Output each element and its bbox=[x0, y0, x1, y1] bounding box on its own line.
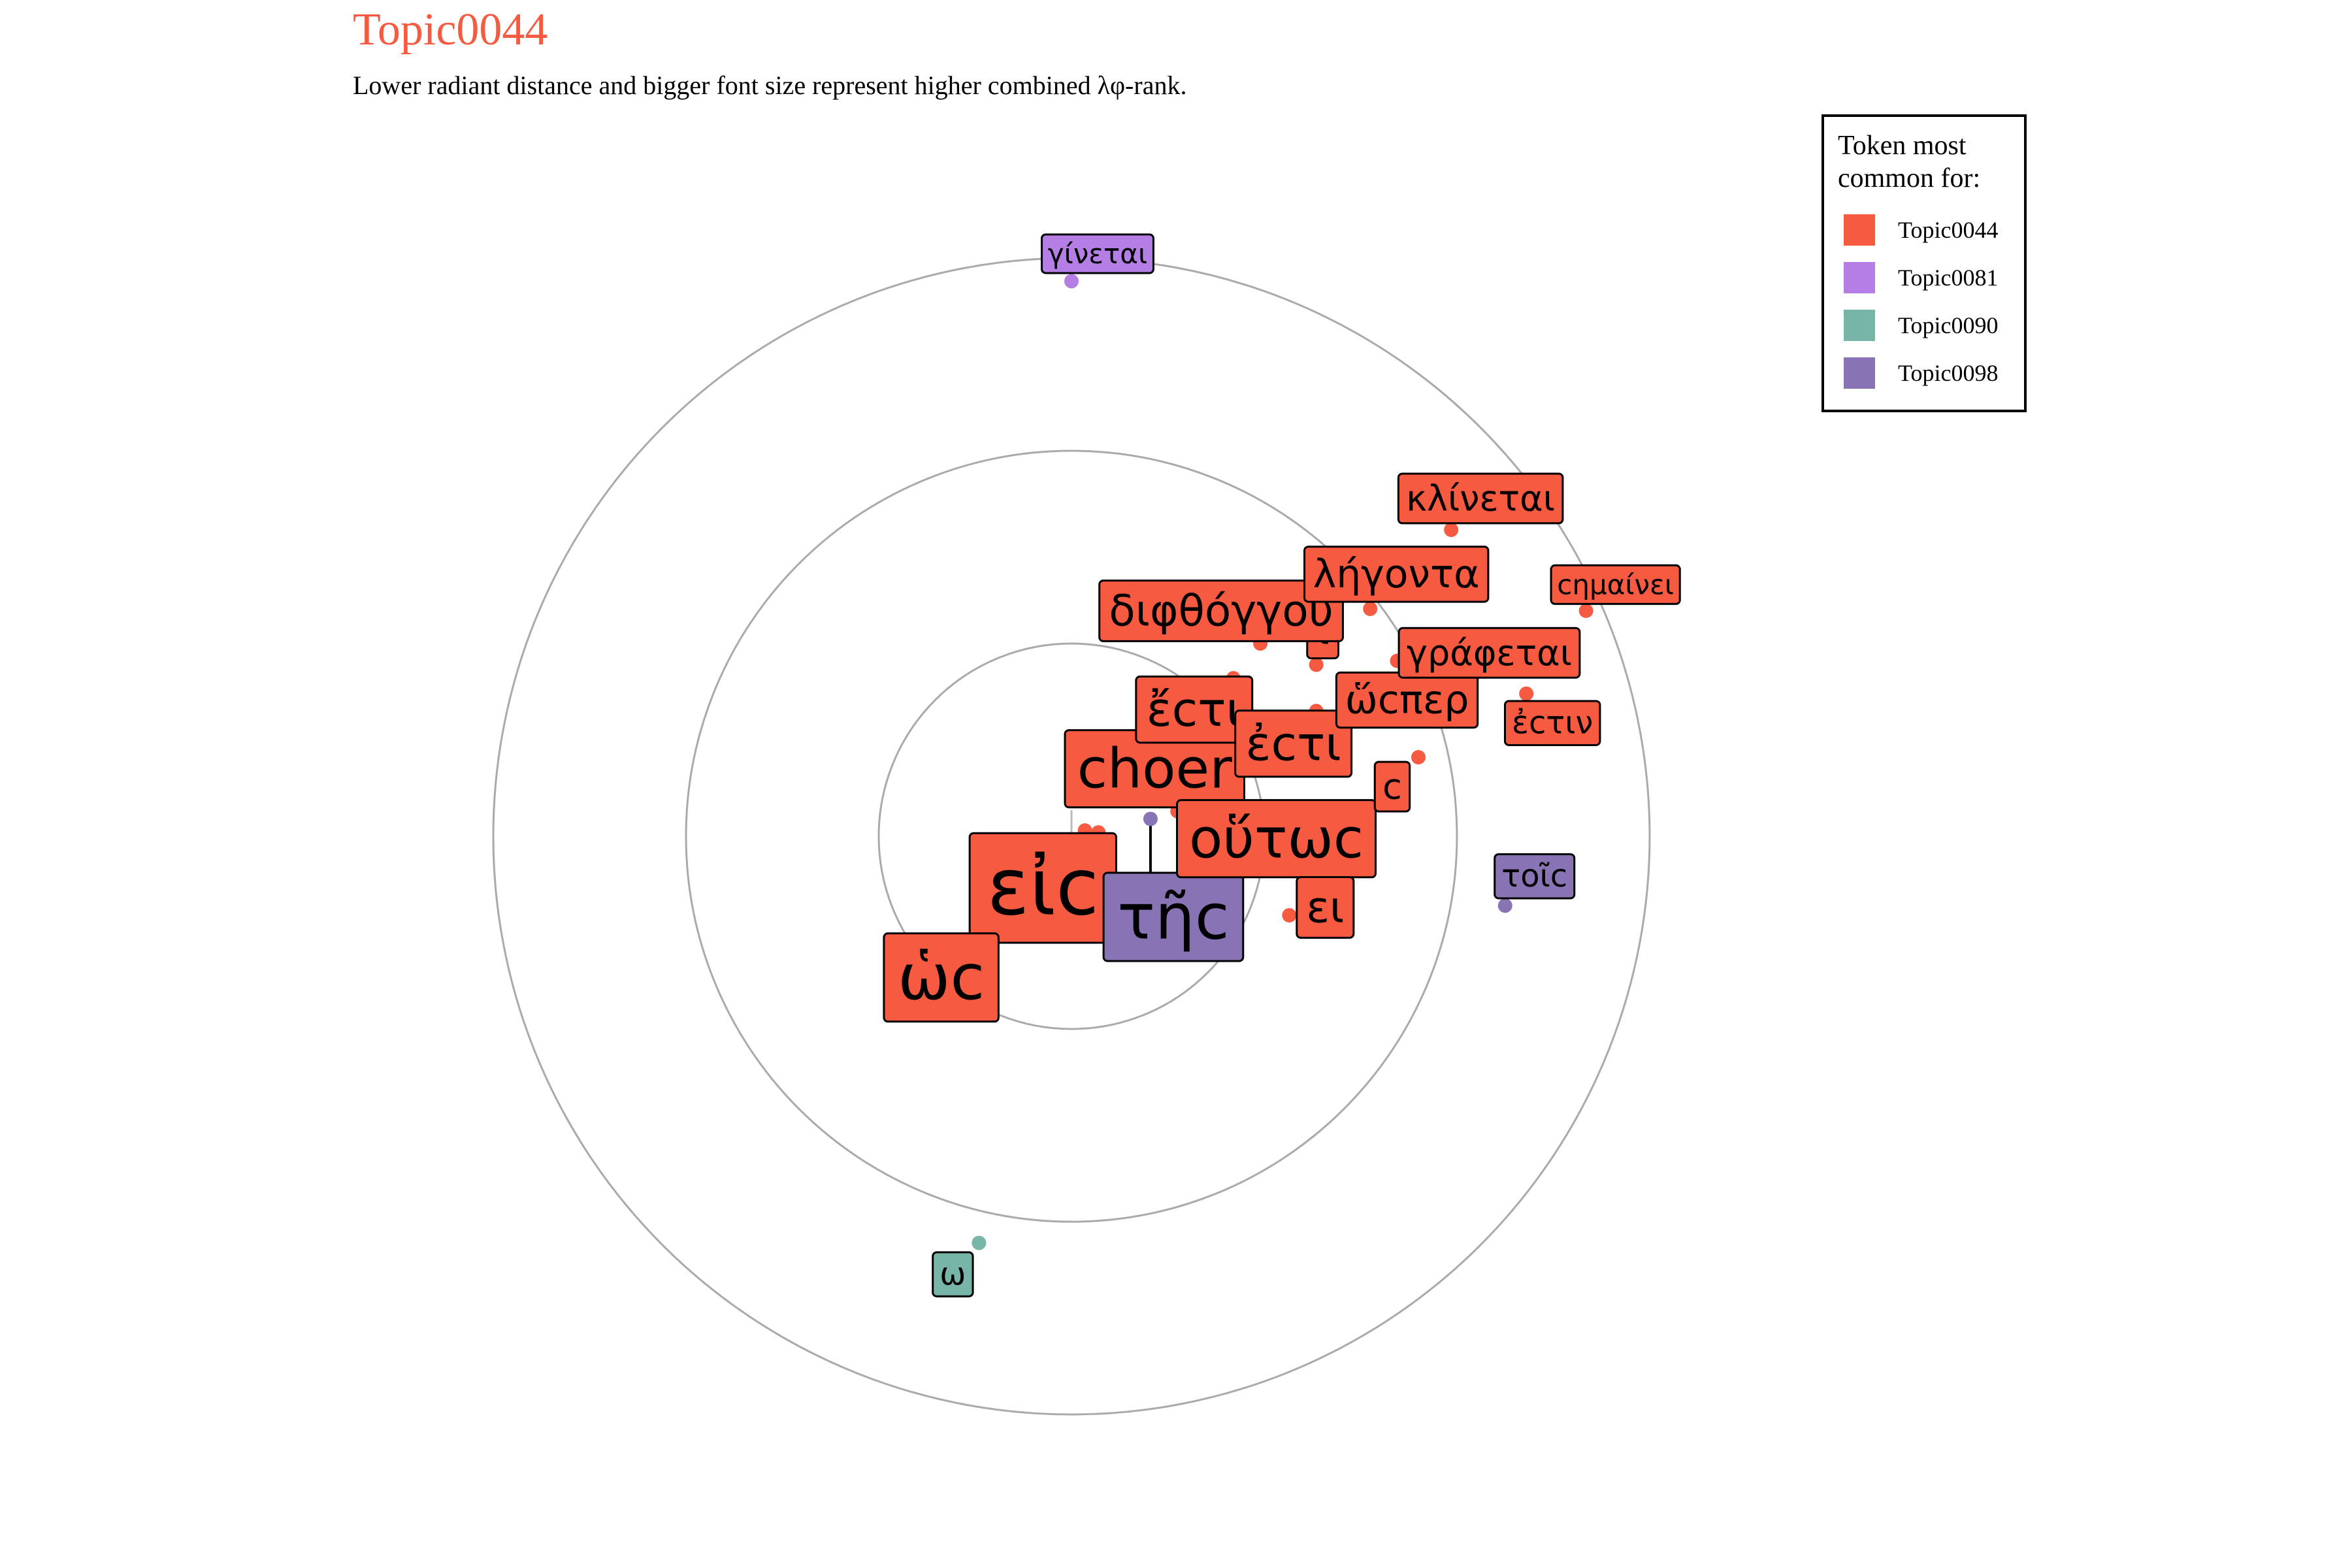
point-20 bbox=[1064, 274, 1079, 289]
token-label-box bbox=[883, 932, 1000, 1023]
token-label-box bbox=[932, 1251, 974, 1298]
legend-label-topic0098: Topic0098 bbox=[1898, 360, 1998, 386]
token-label-18: τοῖc bbox=[1494, 853, 1576, 900]
legend-label-topic0081: Topic0081 bbox=[1898, 265, 1998, 291]
token-label-14: γράφεται bbox=[1397, 627, 1581, 679]
token-label-box bbox=[1176, 799, 1377, 879]
token-label-2: ὡc bbox=[883, 932, 1000, 1023]
token-label-box bbox=[1397, 472, 1564, 525]
token-label-13: λήγοντα bbox=[1303, 546, 1490, 603]
token-label-17: cημαίνει bbox=[1550, 564, 1681, 605]
point-17 bbox=[1578, 603, 1593, 618]
token-label-text: ὥcπερ bbox=[1345, 678, 1469, 723]
token-label-text: διφθόγγου bbox=[1109, 586, 1333, 636]
token-label-19: ω bbox=[932, 1251, 974, 1298]
token-label-text: οὕτωc bbox=[1189, 807, 1364, 871]
token-label-box bbox=[1102, 872, 1245, 962]
token-label-box bbox=[1234, 710, 1353, 778]
token-label-text: κλίνεται bbox=[1406, 478, 1555, 519]
legend-swatch-topic0098 bbox=[1844, 357, 1875, 389]
chart-title: Topic0044 bbox=[353, 5, 547, 55]
legend-label-topic0044: Topic0044 bbox=[1898, 217, 1998, 243]
token-label-6: ἔcτι bbox=[1135, 675, 1254, 744]
token-label-box bbox=[1494, 853, 1576, 900]
legend-title-line1: Token most bbox=[1838, 131, 1967, 161]
token-label-text: τῆc bbox=[1117, 880, 1229, 953]
token-label-box bbox=[1135, 675, 1254, 744]
point-9 bbox=[1282, 907, 1297, 923]
token-label-text: τοῖc bbox=[1501, 858, 1567, 894]
token-label-text: εἰc bbox=[987, 843, 1099, 934]
token-label-box bbox=[1303, 546, 1490, 603]
point-11 bbox=[1411, 750, 1426, 765]
point-4 bbox=[1143, 811, 1158, 826]
token-label-20: γίνεται bbox=[1041, 233, 1154, 274]
token-label-text: ἔcτι bbox=[1147, 682, 1242, 737]
token-label-text: ω bbox=[939, 1256, 966, 1292]
token-label-box bbox=[1296, 876, 1355, 939]
legend-title-line2: common for: bbox=[1838, 163, 1980, 193]
token-label-1: εἰc bbox=[968, 832, 1117, 944]
legend-swatch-topic0081 bbox=[1844, 262, 1875, 293]
point-15 bbox=[1444, 522, 1459, 537]
token-label-text: λήγοντα bbox=[1313, 551, 1480, 597]
point-18 bbox=[1497, 898, 1512, 913]
point-19 bbox=[972, 1235, 987, 1250]
token-label-4: τῆc bbox=[1102, 872, 1245, 962]
token-label-text: cημαίνει bbox=[1557, 568, 1674, 600]
chart-subtitle: Lower radiant distance and bigger font s… bbox=[353, 71, 1186, 100]
legend-label-topic0090: Topic0090 bbox=[1898, 312, 1998, 338]
token-label-text: γράφεται bbox=[1407, 632, 1572, 674]
token-label-9: ει bbox=[1296, 876, 1355, 939]
token-label-text: γίνεται bbox=[1048, 238, 1147, 270]
token-label-text: c bbox=[1382, 766, 1402, 808]
token-label-15: κλίνεται bbox=[1397, 472, 1564, 525]
legend-swatch-topic0090 bbox=[1844, 310, 1875, 341]
token-label-text: choer bbox=[1077, 737, 1232, 801]
token-label-7: ἐcτι bbox=[1234, 710, 1353, 778]
token-label-12: ὥcπερ bbox=[1335, 671, 1479, 729]
token-label-text: ἐcτι bbox=[1246, 716, 1341, 771]
point-13 bbox=[1363, 601, 1378, 616]
token-label-text: ὡc bbox=[898, 941, 985, 1014]
token-label-box bbox=[1373, 760, 1411, 813]
token-label-text: ει bbox=[1306, 882, 1344, 932]
legend: Token most common for: Topic0044 Topic008… bbox=[1821, 114, 2027, 412]
token-label-box bbox=[1098, 580, 1344, 642]
point-16 bbox=[1519, 686, 1534, 701]
token-label-box bbox=[1041, 233, 1154, 274]
token-label-11: c bbox=[1373, 760, 1411, 813]
token-labels: εἰcὡcchoerτῆcοὕτωcἔcτιἐcτιῑειδιφθόγγουcὥ… bbox=[883, 233, 1681, 1298]
polar-ring bbox=[685, 449, 1458, 1223]
token-label-box bbox=[1550, 564, 1681, 605]
token-label-10: διφθόγγου bbox=[1098, 580, 1344, 642]
token-label-box bbox=[1503, 700, 1601, 746]
token-label-text: ἐcτιν bbox=[1512, 705, 1593, 742]
token-label-3: choer bbox=[1064, 729, 1245, 809]
point-8 bbox=[1309, 657, 1324, 672]
token-label-16: ἐcτιν bbox=[1503, 700, 1601, 746]
token-label-box bbox=[1397, 627, 1581, 679]
legend-swatch-topic0044 bbox=[1844, 214, 1875, 246]
token-label-5: οὕτωc bbox=[1176, 799, 1377, 879]
